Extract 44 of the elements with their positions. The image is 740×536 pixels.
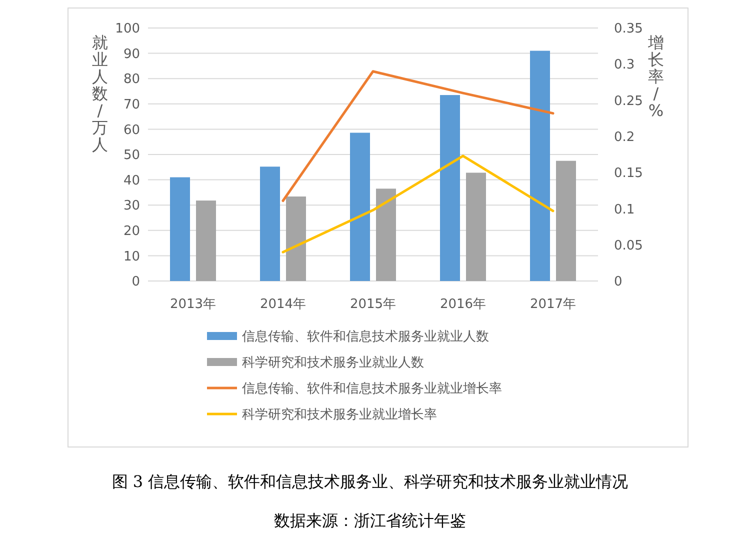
bar — [286, 196, 306, 281]
y2-tick-label: 0.3 — [614, 58, 635, 73]
y2-tick-label: 0 — [614, 274, 622, 290]
bar — [196, 200, 216, 281]
bar — [376, 188, 396, 281]
bar — [530, 50, 550, 281]
y-tick-label: 50 — [123, 148, 140, 164]
y2-tick-label: 0.1 — [614, 202, 635, 218]
y2-axis-title: 增长率/% — [647, 33, 664, 120]
y2-tick-label: 0.15 — [614, 166, 643, 182]
y2-tick-label: 0.05 — [614, 238, 643, 254]
legend-label: 信息传输、软件和信息技术服务业就业增长率 — [242, 380, 502, 397]
y-tick-label: 40 — [123, 173, 140, 188]
x-tick-label: 2016年 — [440, 297, 486, 312]
y-tick-label: 20 — [123, 224, 140, 239]
legend-label: 信息传输、软件和信息技术服务业就业人数 — [242, 330, 489, 345]
x-tick-label: 2017年 — [530, 297, 576, 312]
y-tick-label: 90 — [123, 46, 140, 62]
line-series — [282, 70, 554, 202]
y-tick-label: 10 — [123, 249, 140, 264]
bar — [170, 177, 190, 281]
line-series — [282, 154, 554, 254]
bar — [466, 172, 486, 281]
source-note: 数据来源：浙江省统计年鉴 — [274, 511, 466, 530]
x-tick-label: 2015年 — [350, 297, 396, 312]
y-tick-label: 70 — [123, 97, 140, 112]
bar — [260, 166, 280, 281]
caption: 图 3 信息传输、软件和信息技术服务业、科学研究和技术服务业就业情况 — [112, 472, 628, 491]
bar — [440, 95, 460, 281]
y-tick-label: 80 — [123, 72, 140, 88]
y2-tick-label: 0.25 — [614, 94, 643, 109]
bar — [556, 160, 576, 281]
x-tick-label: 2013年 — [170, 297, 216, 312]
y-tick-label: 30 — [123, 198, 140, 214]
legend-label: 科学研究和技术服务业就业人数 — [242, 356, 424, 371]
y-tick-label: 100 — [115, 22, 140, 37]
bar — [350, 132, 370, 281]
y-tick-label: 60 — [123, 122, 140, 138]
y-tick-label: 0 — [132, 274, 140, 290]
y-axis-title: 就业人数/万人 — [92, 33, 108, 154]
y2-tick-label: 0.35 — [614, 22, 643, 37]
x-tick-label: 2014年 — [260, 297, 306, 312]
y2-tick-label: 0.2 — [614, 130, 635, 145]
legend-label: 科学研究和技术服务业就业增长率 — [242, 406, 437, 423]
